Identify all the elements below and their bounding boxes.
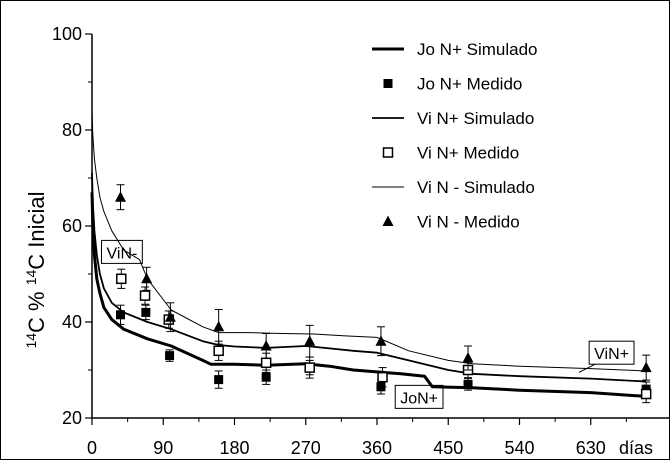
data-point-5 (115, 191, 126, 202)
annotation-box-1 (588, 340, 635, 365)
data-point-5 (304, 335, 316, 346)
data-point-1 (165, 351, 175, 361)
x-axis-label: días (619, 438, 653, 458)
data-point-1 (141, 307, 151, 317)
data-point-5 (260, 340, 272, 351)
legend-label-4: Vi N - Simulado (417, 178, 535, 197)
x-tick-label: 0 (87, 438, 97, 458)
data-point-3 (640, 388, 652, 400)
series-line-4 (91, 110, 647, 372)
data-point-5 (213, 320, 225, 332)
legend: Jo N+ Simulado Jo N+ Medido Vi N+ Simulado… (372, 40, 537, 232)
data-point-1 (116, 310, 125, 320)
legend-swatch-3 (382, 147, 394, 158)
legend-swatch-5 (382, 215, 394, 226)
y-axis-label: 14C % 14C Inicial (23, 191, 49, 348)
annotation-box-2 (394, 384, 444, 409)
legend-label-3: Vi N+ Medido (417, 144, 519, 163)
x-tick-label: 90 (153, 438, 173, 458)
annotation-leader (578, 363, 596, 373)
annotation-label-2: JoN+ (400, 390, 438, 407)
data-point-5 (462, 352, 474, 363)
y-tick-label: 100 (52, 24, 82, 44)
data-point-3 (260, 357, 272, 369)
legend-label-1: Jo N+ Medido (417, 75, 522, 94)
data-point-5 (164, 311, 176, 322)
series-line-0 (90, 192, 647, 398)
data-point-1 (261, 372, 271, 382)
data-point-5 (141, 272, 153, 284)
data-point-3 (377, 371, 388, 383)
annotation-box-0 (101, 239, 143, 264)
data-point-3 (213, 345, 224, 357)
y-tick-label: 60 (62, 216, 82, 236)
y-tick-label: 40 (62, 312, 82, 332)
data-point-3 (116, 273, 127, 285)
legend-label-0: Jo N+ Simulado (417, 40, 537, 59)
data-point-5 (375, 335, 387, 346)
y-tick-label: 80 (62, 120, 82, 140)
legend-swatch-1 (383, 79, 393, 88)
data-point-3 (139, 290, 151, 301)
x-tick-label: 540 (504, 438, 534, 458)
x-tick-label: 360 (362, 438, 392, 458)
data-point-1 (214, 375, 224, 385)
ticks: 20 40 60 80 100 0 90 180 270 360 450 540 630 (52, 24, 627, 458)
data-point-3 (304, 362, 315, 373)
data-point-1 (463, 379, 473, 389)
plot-markers (115, 184, 652, 404)
annotation-label-0: ViN- (107, 245, 138, 262)
data-point-5 (640, 361, 652, 373)
series-line-2 (91, 173, 647, 383)
y-tick-label: 20 (62, 408, 82, 428)
x-tick-label: 630 (576, 438, 606, 458)
plot-lines (90, 110, 647, 398)
annotations: ViN- ViN+ JoN+ (101, 239, 635, 409)
annotation-label-1: ViN+ (594, 346, 629, 363)
legend-label-5: Vi N - Medido (417, 213, 520, 232)
legend-label-2: Vi N+ Simulado (417, 109, 534, 128)
x-tick-label: 450 (433, 438, 463, 458)
x-tick-label: 180 (219, 438, 249, 458)
x-tick-label: 270 (291, 438, 321, 458)
